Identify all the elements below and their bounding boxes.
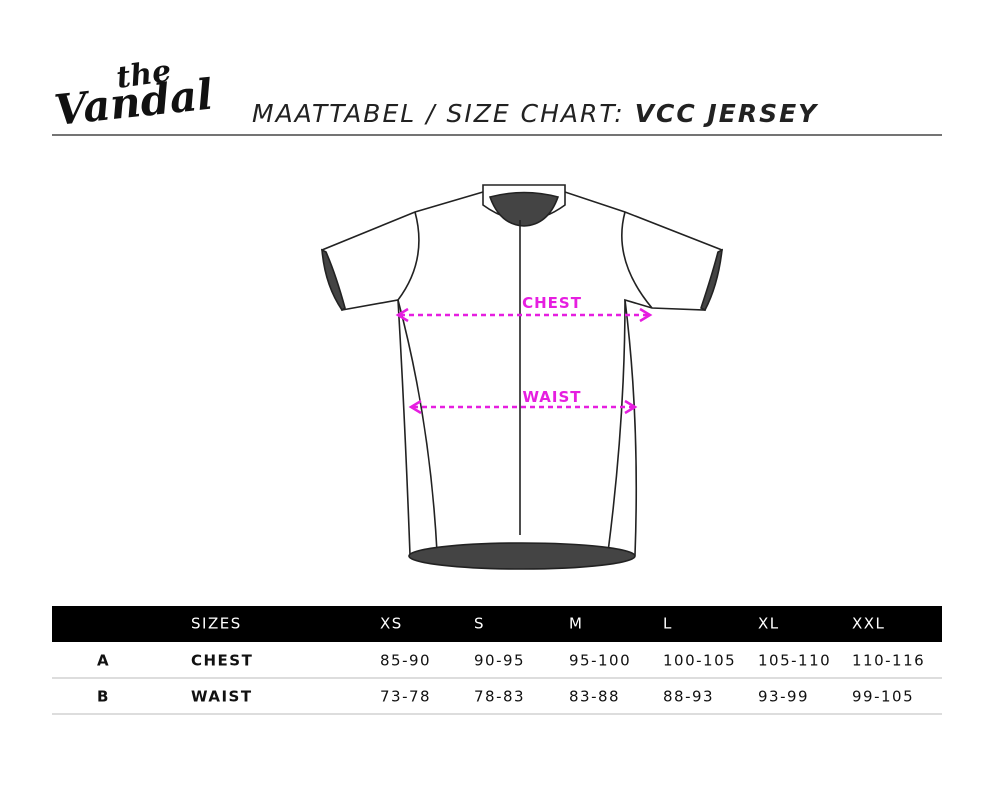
waist-label: WAIST (522, 388, 581, 406)
title-bold: VCC JERSEY (635, 99, 819, 128)
table-header-bar (52, 606, 942, 642)
title: MAATTABEL / SIZE CHART: VCC JERSEY (252, 99, 819, 128)
table-cell: 110-116 (852, 652, 925, 670)
table-cell: 93-99 (758, 688, 809, 706)
table-cell: 73-78 (380, 688, 431, 706)
table-cell: WAIST (191, 688, 253, 706)
title-text: MAATTABEL / SIZE CHART: (252, 99, 625, 128)
header-cell: M (569, 615, 583, 633)
table-cell: 100-105 (663, 652, 736, 670)
table-cell: 88-93 (663, 688, 714, 706)
chest-label: CHEST (522, 294, 582, 312)
header-cell: XXL (852, 615, 885, 633)
table-cell: 78-83 (474, 688, 525, 706)
table-cell: A (97, 652, 110, 670)
table-cell: B (97, 688, 110, 706)
table-cell: 99-105 (852, 688, 914, 706)
table-cell: 95-100 (569, 652, 631, 670)
header-cell: XS (380, 615, 403, 633)
jersey (321, 184, 723, 570)
header-cell: S (474, 615, 485, 633)
table-cell: CHEST (191, 652, 253, 670)
table-cell: 90-95 (474, 652, 525, 670)
logo-bottom: Vandal (52, 70, 215, 135)
header-cell: SIZES (191, 615, 242, 633)
size-table: SIZES XS S M L XL XXL A CHEST 85-90 90-95 95-100 100… (97, 615, 925, 706)
table-cell: 105-110 (758, 652, 831, 670)
table-cell: 83-88 (569, 688, 620, 706)
logo-top: the (114, 54, 173, 96)
table-cell: 85-90 (380, 652, 431, 670)
header-cell: L (663, 615, 673, 633)
header-cell: XL (758, 615, 780, 633)
measure-arrows (395, 307, 653, 415)
